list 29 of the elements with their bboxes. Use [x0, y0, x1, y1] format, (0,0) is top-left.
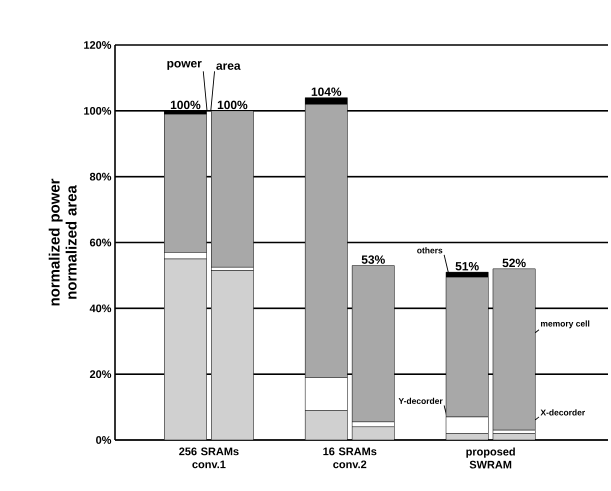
y-tick-label: 60%	[90, 238, 112, 246]
total-label: 104%	[312, 88, 342, 96]
annotation: area	[216, 63, 241, 70]
y-tick-label: 20%	[90, 370, 112, 378]
annotation: power	[167, 60, 202, 70]
total-label: 100%	[170, 100, 200, 110]
y-tick-label: 100%	[84, 106, 112, 115]
x-tick-label: 256 SRAMs conv.1	[179, 448, 239, 468]
y-axis-title: normalized power normalized area	[48, 178, 77, 306]
y-tick-label: 40%	[90, 304, 112, 312]
series-label: memory cell	[540, 320, 590, 328]
total-label: 52%	[502, 258, 526, 268]
text: X-decorder	[540, 409, 586, 416]
bar	[352, 426, 394, 440]
bar	[492, 268, 536, 430]
total-label: 53%	[362, 255, 385, 264]
y-tick-label: 120%	[84, 41, 112, 49]
bar	[211, 270, 254, 440]
bar	[352, 265, 395, 422]
text: others	[417, 247, 442, 254]
total-label: 51%	[456, 262, 479, 270]
series-label: Y-decorder	[398, 398, 443, 404]
bar	[164, 258, 207, 440]
x-tick-label: proposed SWRAM	[466, 448, 515, 469]
y-tick-label: 0%	[96, 436, 112, 444]
x-tick-label: 16 SRAMs conv.2	[323, 448, 376, 468]
total-label: 100%	[218, 100, 248, 110]
bar	[305, 410, 348, 440]
y-tick-label: 80%	[90, 172, 112, 181]
